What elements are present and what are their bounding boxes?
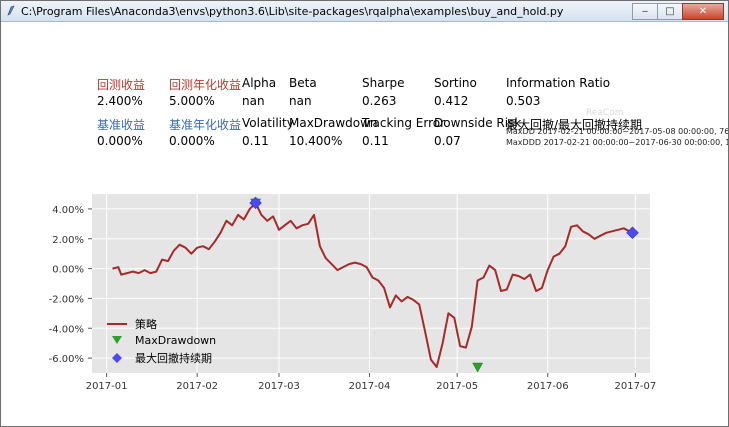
minimize-button[interactable]: ‒ bbox=[632, 3, 658, 20]
x-tick-label: 2017-05 bbox=[436, 381, 478, 392]
window-controls: ‒ □ ✕ bbox=[632, 3, 724, 20]
returns-chart: 4.00% 2.00% 0.00% -2.00% -4.00% -6.00% 2017-0… bbox=[49, 194, 656, 392]
legend-duration-label: 最大回撤持续期 bbox=[135, 351, 212, 365]
plot-background bbox=[92, 194, 650, 373]
close-icon: ✕ bbox=[698, 5, 708, 17]
x-tick-label: 2017-06 bbox=[527, 381, 569, 392]
maxdrawdown-marker bbox=[472, 362, 484, 373]
metric-value-volatility: 0.11 bbox=[242, 134, 269, 148]
figure-canvas: 回测收益 2.400% 回测年化收益 5.000% Alpha nan Beta… bbox=[1, 22, 728, 426]
metric-label-maxdrawdown: MaxDrawdown bbox=[289, 116, 378, 130]
metric-value-total-returns: 2.400% bbox=[97, 94, 143, 108]
close-button[interactable]: ✕ bbox=[682, 3, 724, 20]
x-tick-label: 2017-03 bbox=[258, 381, 300, 392]
metric-value-alpha: nan bbox=[242, 94, 265, 108]
metric-label-downside-risk: Downside Risk bbox=[434, 116, 522, 130]
y-tick-label: -2.00% bbox=[49, 294, 84, 305]
metric-label-tracking-error: Tracking Error bbox=[362, 116, 446, 130]
maxdd-text: MaxDD 2017-02-21 00:00:00~2017-05-08 00:… bbox=[506, 127, 729, 136]
metric-value-downside-risk: 0.07 bbox=[434, 134, 461, 148]
metric-value-sharpe: 0.263 bbox=[362, 94, 397, 108]
strategy-line bbox=[112, 201, 633, 368]
y-tick-label: -6.00% bbox=[49, 354, 84, 365]
metric-label-max-drawdown-duration: 最大回撤/最大回撤持续期 bbox=[506, 118, 643, 132]
metric-label-benchmark-returns: 基准收益 bbox=[97, 118, 146, 132]
metric-label-total-returns: 回测收益 bbox=[97, 78, 146, 92]
max-drawdown-duration-marker bbox=[626, 226, 639, 240]
x-tick-label: 2017-07 bbox=[614, 381, 656, 392]
metric-value-benchmark-annualized: 0.000% bbox=[169, 134, 215, 148]
metric-label-sharpe: Sharpe bbox=[362, 76, 405, 90]
legend-maxdrawdown-label: MaxDrawdown bbox=[135, 334, 216, 347]
max-drawdown-duration-marker bbox=[249, 196, 262, 210]
metric-value-maxdrawdown: 10.400% bbox=[289, 134, 343, 148]
x-axis: 2017-01 2017-02 2017-03 2017-04 2017-05 2017-… bbox=[86, 373, 656, 392]
grid-lines bbox=[92, 194, 650, 373]
python-feather-icon bbox=[7, 5, 15, 16]
metric-value-sortino: 0.412 bbox=[434, 94, 469, 108]
legend: 策略 MaxDrawdown 最大回撤持续期 bbox=[107, 317, 216, 365]
title-bar: C:\Program Files\Anaconda3\envs\python3.… bbox=[1, 1, 728, 22]
x-tick-label: 2017-02 bbox=[176, 381, 218, 392]
metric-label-benchmark-annualized: 基准年化收益 bbox=[169, 118, 242, 132]
metric-label-volatility: Volatility bbox=[242, 116, 294, 130]
y-tick-label: -4.00% bbox=[49, 324, 84, 335]
maxddd-text: MaxDDD 2017-02-21 00:00:00~2017-06-30 00… bbox=[506, 138, 729, 147]
metric-value-information-ratio: 0.503 bbox=[506, 94, 541, 108]
y-tick-label: 0.00% bbox=[52, 265, 84, 276]
metric-value-beta: nan bbox=[289, 94, 312, 108]
legend-duration-marker bbox=[112, 353, 122, 363]
watermark: ReaCom bbox=[586, 108, 624, 118]
y-tick-label: 2.00% bbox=[52, 235, 84, 246]
metric-label-beta: Beta bbox=[289, 76, 317, 90]
maximize-button[interactable]: □ bbox=[657, 3, 683, 20]
metric-value-benchmark-returns: 0.000% bbox=[97, 134, 143, 148]
window-title: C:\Program Files\Anaconda3\envs\python3.… bbox=[21, 5, 564, 18]
metric-value-annualized-returns: 5.000% bbox=[169, 94, 215, 108]
x-tick-label: 2017-01 bbox=[86, 381, 128, 392]
legend-strategy-label: 策略 bbox=[135, 317, 157, 331]
metric-label-sortino: Sortino bbox=[434, 76, 477, 90]
legend-maxdrawdown-marker bbox=[112, 336, 122, 344]
marker-layer bbox=[249, 196, 639, 373]
maximize-icon: □ bbox=[665, 5, 675, 17]
y-tick-label: 4.00% bbox=[52, 205, 84, 216]
metric-label-alpha: Alpha bbox=[242, 76, 277, 90]
y-axis: 4.00% 2.00% 0.00% -2.00% -4.00% -6.00% bbox=[49, 205, 92, 365]
metric-label-information-ratio: Information Ratio bbox=[506, 76, 611, 90]
metric-label-annualized-returns: 回测年化收益 bbox=[169, 78, 242, 92]
minimize-icon: ‒ bbox=[641, 5, 649, 17]
x-tick-label: 2017-04 bbox=[349, 381, 391, 392]
metric-value-tracking-error: 0.11 bbox=[362, 134, 389, 148]
